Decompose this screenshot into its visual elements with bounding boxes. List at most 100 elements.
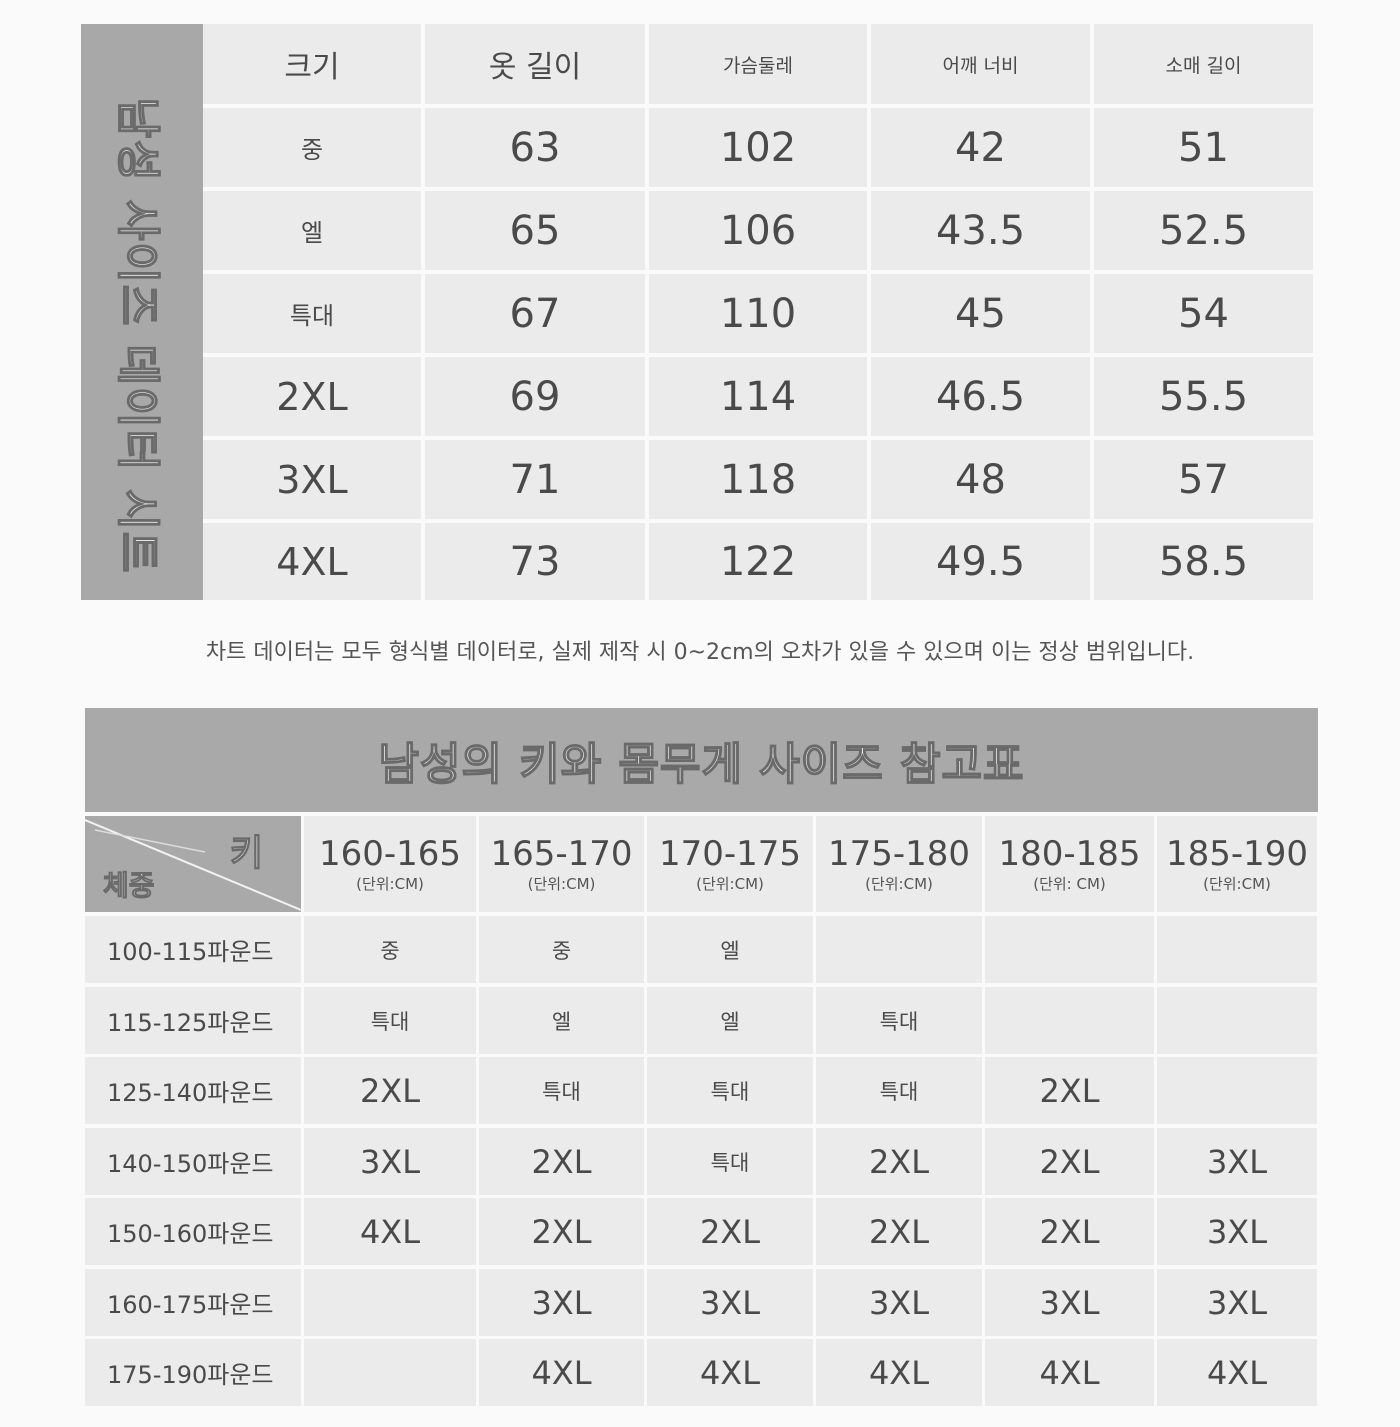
- size-label-cell: 특대: [203, 274, 421, 353]
- recommended-size-cell: 4XL: [1157, 1339, 1317, 1406]
- size-label-cell: 4XL: [203, 523, 421, 600]
- chest-value-cell: 118: [649, 440, 867, 519]
- height-column-header: 165-170 (단위:CM): [479, 816, 644, 912]
- height-range: 170-175: [658, 834, 802, 874]
- shoulder-value-cell: 46.5: [871, 357, 1090, 436]
- reference-table-title: 남성의 키와 몸무게 사이즈 참고표: [378, 738, 1025, 791]
- chest-value-cell: 110: [649, 274, 867, 353]
- weight-row-label: 100-115파운드: [85, 916, 301, 983]
- sleeve-value-cell: 57: [1094, 440, 1313, 519]
- recommended-size-cell: 특대: [479, 1057, 644, 1124]
- recommended-size-cell: 엘: [647, 916, 813, 983]
- recommended-size-cell: [816, 916, 982, 983]
- chest-value-cell: 106: [649, 191, 867, 270]
- length-value-cell: 65: [425, 191, 645, 270]
- sleeve-header: 소매 길이: [1094, 24, 1313, 104]
- height-range: 185-190: [1165, 834, 1309, 874]
- recommended-size-cell: 엘: [479, 987, 644, 1054]
- weight-row-label: 115-125파운드: [85, 987, 301, 1054]
- height-unit: (단위:CM): [696, 875, 764, 893]
- size-label-cell: 2XL: [203, 357, 421, 436]
- height-column-header: 170-175 (단위:CM): [647, 816, 813, 912]
- height-unit: (단위: CM): [1033, 875, 1106, 893]
- recommended-size-cell: 2XL: [816, 1198, 982, 1265]
- chest-value-cell: 114: [649, 357, 867, 436]
- height-column-header: 175-180 (단위:CM): [816, 816, 982, 912]
- recommended-size-cell: 4XL: [985, 1339, 1154, 1406]
- length-header: 옷 길이: [425, 24, 645, 104]
- recommended-size-cell: 3XL: [647, 1269, 813, 1336]
- height-range: 175-180: [827, 834, 971, 874]
- recommended-size-cell: 중: [479, 916, 644, 983]
- recommended-size-cell: 2XL: [816, 1128, 982, 1195]
- length-value-cell: 73: [425, 523, 645, 600]
- size-sheet-side-header: 남성 사이즈 데이터 시트: [81, 24, 203, 600]
- shoulder-value-cell: 42: [871, 108, 1090, 187]
- reference-table-title-bar: 남성의 키와 몸무게 사이즈 참고표: [85, 708, 1318, 812]
- length-value-cell: 69: [425, 357, 645, 436]
- recommended-size-cell: 중: [304, 916, 476, 983]
- weight-row-label: 160-175파운드: [85, 1269, 301, 1336]
- recommended-size-cell: 3XL: [816, 1269, 982, 1336]
- sleeve-value-cell: 52.5: [1094, 191, 1313, 270]
- corner-weight-label: 체중: [103, 869, 156, 903]
- recommended-size-cell: 4XL: [816, 1339, 982, 1406]
- height-column-header: 185-190 (단위:CM): [1157, 816, 1317, 912]
- weight-row-label: 125-140파운드: [85, 1057, 301, 1124]
- chest-value-cell: 102: [649, 108, 867, 187]
- recommended-size-cell: 4XL: [479, 1339, 644, 1406]
- corner-header: 키 체중: [85, 816, 301, 912]
- recommended-size-cell: 3XL: [1157, 1198, 1317, 1265]
- recommended-size-cell: 4XL: [304, 1198, 476, 1265]
- weight-row-label: 150-160파운드: [85, 1198, 301, 1265]
- recommended-size-cell: 3XL: [1157, 1128, 1317, 1195]
- recommended-size-cell: [304, 1339, 476, 1406]
- recommended-size-cell: 3XL: [985, 1269, 1154, 1336]
- size-data-sheet: 남성 사이즈 데이터 시트 크기 옷 길이 가슴둘레 어깨 너비 소매 길이 중 63 102…: [81, 24, 1314, 600]
- recommended-size-cell: 특대: [816, 987, 982, 1054]
- height-unit: (단위:CM): [865, 875, 933, 893]
- recommended-size-cell: 2XL: [304, 1057, 476, 1124]
- length-value-cell: 67: [425, 274, 645, 353]
- height-unit: (단위:CM): [356, 875, 424, 893]
- length-value-cell: 63: [425, 108, 645, 187]
- size-label-cell: 중: [203, 108, 421, 187]
- recommended-size-cell: [304, 1269, 476, 1336]
- length-value-cell: 71: [425, 440, 645, 519]
- recommended-size-cell: 4XL: [647, 1339, 813, 1406]
- chest-header: 가슴둘레: [649, 24, 867, 104]
- tolerance-note: 차트 데이터는 모두 형식별 데이터로, 실제 제작 시 0~2cm의 오차가 …: [205, 640, 1195, 665]
- recommended-size-cell: [1157, 916, 1317, 983]
- recommended-size-cell: 2XL: [985, 1057, 1154, 1124]
- recommended-size-cell: 2XL: [985, 1198, 1154, 1265]
- height-unit: (단위:CM): [1203, 875, 1271, 893]
- size-label-cell: 3XL: [203, 440, 421, 519]
- recommended-size-cell: [985, 916, 1154, 983]
- recommended-size-cell: 3XL: [479, 1269, 644, 1336]
- recommended-size-cell: 특대: [304, 987, 476, 1054]
- height-range: 180-185: [998, 834, 1141, 874]
- shoulder-header: 어깨 너비: [871, 24, 1090, 104]
- chest-value-cell: 122: [649, 523, 867, 600]
- recommended-size-cell: 2XL: [479, 1198, 644, 1265]
- weight-row-label: 175-190파운드: [85, 1339, 301, 1406]
- sleeve-value-cell: 51: [1094, 108, 1313, 187]
- shoulder-value-cell: 45: [871, 274, 1090, 353]
- size-sheet-title: 남성 사이즈 데이터 시트: [111, 97, 164, 575]
- weight-row-label: 140-150파운드: [85, 1128, 301, 1195]
- recommended-size-cell: [985, 987, 1154, 1054]
- height-range: 165-170: [490, 834, 633, 874]
- shoulder-value-cell: 48: [871, 440, 1090, 519]
- recommended-size-cell: [1157, 1057, 1317, 1124]
- sleeve-value-cell: 58.5: [1094, 523, 1313, 600]
- recommended-size-cell: 3XL: [1157, 1269, 1317, 1336]
- recommended-size-cell: 2XL: [647, 1198, 813, 1265]
- recommended-size-cell: 특대: [816, 1057, 982, 1124]
- recommended-size-cell: 2XL: [985, 1128, 1154, 1195]
- sleeve-value-cell: 55.5: [1094, 357, 1313, 436]
- height-unit: (단위:CM): [527, 875, 596, 893]
- height-column-header: 160-165 (단위:CM): [304, 816, 476, 912]
- recommended-size-cell: 특대: [647, 1128, 813, 1195]
- shoulder-value-cell: 43.5: [871, 191, 1090, 270]
- shoulder-value-cell: 49.5: [871, 523, 1090, 600]
